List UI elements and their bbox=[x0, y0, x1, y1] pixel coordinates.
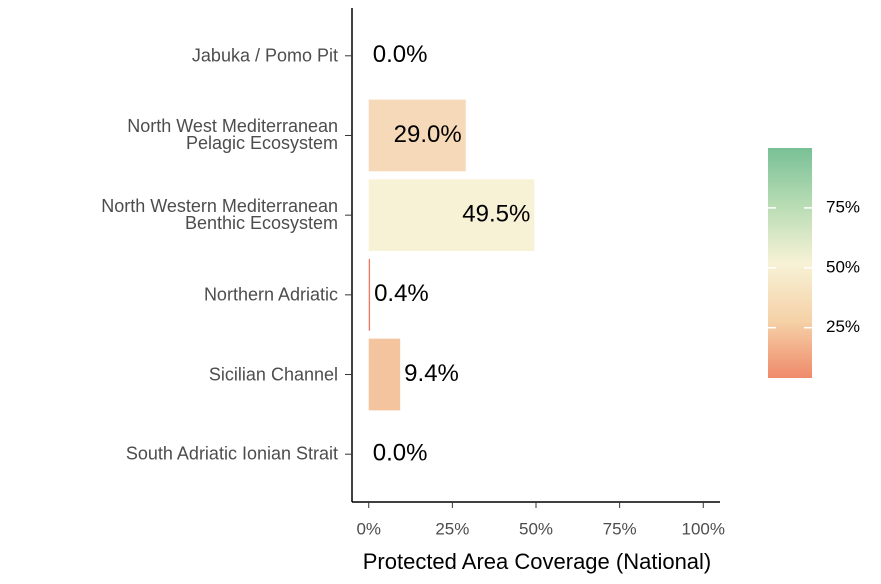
y-tick-label: South Adriatic Ionian Strait bbox=[125, 443, 338, 464]
x-tick-label: 25% bbox=[435, 519, 469, 538]
value-label: 29.0% bbox=[394, 121, 462, 148]
legend-tick-label: 50% bbox=[826, 257, 860, 276]
y-tick-label: Sicilian Channel bbox=[208, 364, 338, 385]
value-label: 0.4% bbox=[374, 280, 429, 307]
x-tick-label: 75% bbox=[603, 519, 637, 538]
y-tick-label: North Western Mediterranean Benthic Ecos… bbox=[101, 196, 338, 234]
y-tick-label: North West Mediterranean Pelagic Ecosyst… bbox=[127, 116, 338, 154]
y-tick-label: Jabuka / Pomo Pit bbox=[191, 45, 338, 66]
x-tick-label: 100% bbox=[682, 519, 725, 538]
value-label: 9.4% bbox=[404, 360, 459, 387]
x-tick-label: 0% bbox=[356, 519, 381, 538]
legend-tick-label: 75% bbox=[826, 197, 860, 216]
legend-tick-label: 25% bbox=[826, 317, 860, 336]
bar bbox=[368, 258, 371, 331]
bar bbox=[368, 338, 401, 411]
value-label: 0.0% bbox=[373, 41, 428, 68]
bar bbox=[368, 179, 535, 252]
value-label: 49.5% bbox=[462, 201, 530, 228]
bar bbox=[368, 99, 466, 172]
legend-colorbar bbox=[768, 148, 812, 378]
y-tick-label: Northern Adriatic bbox=[203, 284, 338, 305]
x-tick-label: 50% bbox=[519, 519, 553, 538]
value-label: 0.0% bbox=[373, 440, 428, 467]
x-axis-title: Protected Area Coverage (National) bbox=[363, 549, 712, 574]
